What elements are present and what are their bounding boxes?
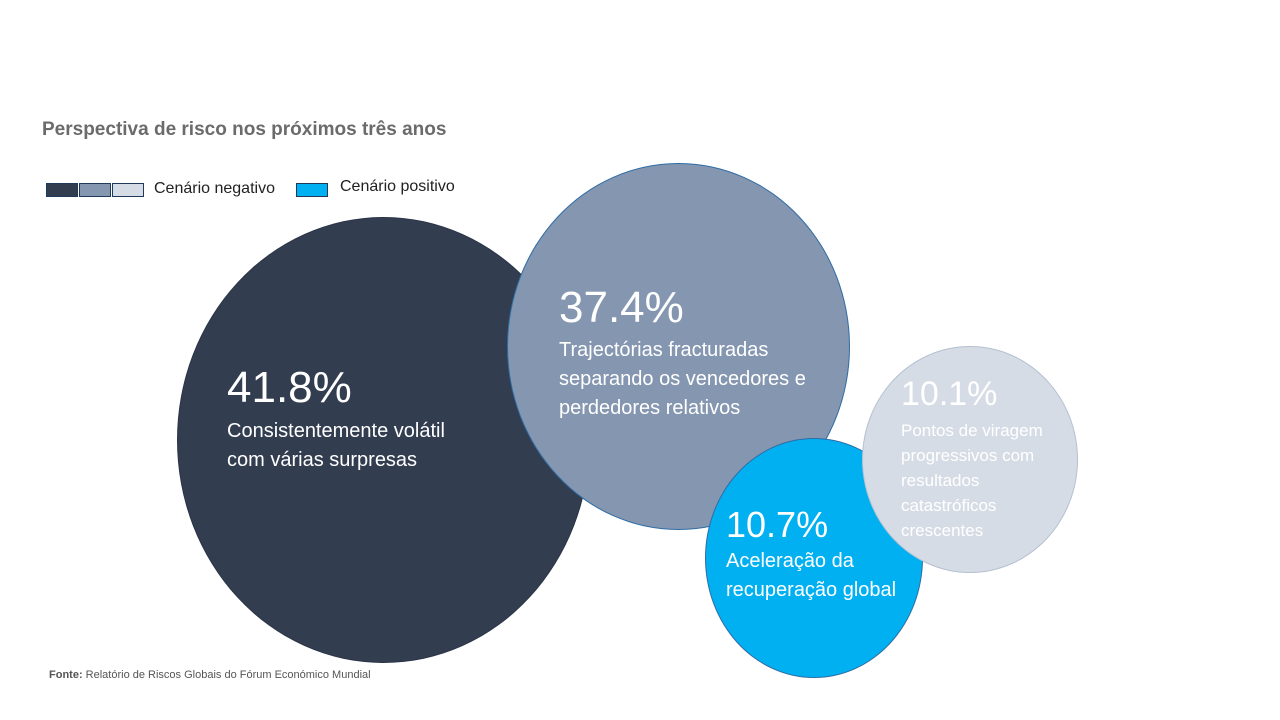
bubble-value: 37.4%	[559, 283, 684, 332]
bubble-pontos: 10.1% Pontos de viragem progressivos com…	[862, 346, 1078, 573]
legend-swatch-dark	[46, 183, 78, 197]
bubble-description: Aceleração da recuperação global	[726, 550, 897, 601]
source-prefix: Fonte:	[49, 669, 83, 681]
legend-swatch-mid	[79, 183, 111, 197]
legend-negative-label: Cenário negativo	[154, 180, 275, 197]
bubble-description: Pontos de viragem progressivos com resul…	[901, 421, 1043, 540]
bubble-value: 41.8%	[227, 363, 352, 412]
source-text: Relatório de Riscos Globais do Fórum Eco…	[82, 669, 371, 681]
source-note: Fonte: Relatório de Riscos Globais do Fó…	[49, 669, 371, 681]
bubble-description: Trajectórias fracturadas separando os ve…	[559, 339, 806, 419]
bubble-value: 10.7%	[726, 504, 829, 545]
bubble-aceleracao: 10.7% Aceleração da recuperação global	[705, 438, 923, 678]
chart-title: Perspectiva de risco nos próximos três a…	[42, 119, 447, 140]
bubble-description: Consistentemente volátil com várias surp…	[227, 420, 445, 471]
bubble-value: 10.1%	[901, 375, 998, 413]
legend-swatch-positive	[296, 183, 328, 197]
legend-positive-label: Cenário positivo	[340, 178, 455, 195]
legend-swatch-light	[112, 183, 144, 197]
